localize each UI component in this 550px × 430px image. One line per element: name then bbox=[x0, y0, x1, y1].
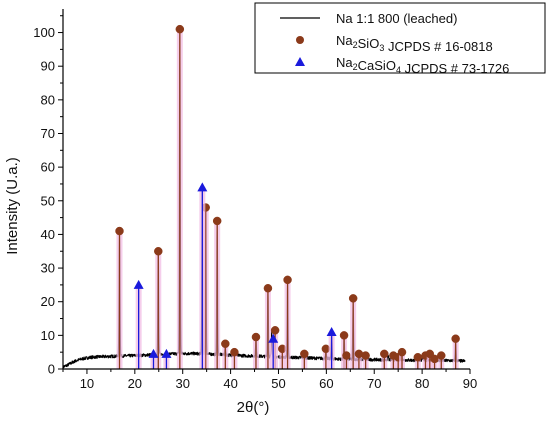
y-tick-label: 90 bbox=[41, 59, 55, 74]
legend-label: Na 1:1 800 (leached) bbox=[336, 11, 457, 26]
na2casio4-marker bbox=[268, 333, 279, 343]
y-tick-label: 10 bbox=[41, 328, 55, 343]
na2sio3-marker bbox=[451, 334, 460, 343]
na2sio3-marker bbox=[175, 24, 185, 34]
y-tick-label: 70 bbox=[41, 126, 55, 141]
na2sio3-marker bbox=[251, 332, 261, 342]
na2sio3-point bbox=[342, 351, 351, 369]
x-tick-label: 90 bbox=[463, 376, 477, 391]
na2sio3-point bbox=[251, 332, 261, 369]
na2sio3-marker bbox=[212, 216, 222, 226]
na2casio4-marker bbox=[161, 348, 172, 358]
na2sio3-point bbox=[354, 349, 364, 369]
legend-circle-swatch bbox=[296, 36, 304, 44]
legend: Na 1:1 800 (leached) Na2SiO3 JCPDS # 16-0… bbox=[254, 2, 546, 76]
na2sio3-point bbox=[175, 24, 185, 369]
na2sio3-marker bbox=[397, 347, 407, 357]
x-tick-label: 10 bbox=[80, 376, 94, 391]
na2sio3-point bbox=[212, 216, 222, 369]
na2casio4-marker bbox=[197, 182, 208, 192]
legend-triangle-swatch bbox=[295, 57, 305, 66]
na2casio4-point bbox=[148, 348, 159, 369]
na2sio3-point bbox=[397, 347, 407, 369]
na2sio3-point bbox=[348, 294, 358, 369]
legend-label: Na2SiO3 JCPDS # 16-0818 bbox=[336, 33, 493, 54]
na2sio3-marker bbox=[300, 349, 309, 359]
na2sio3-point bbox=[115, 226, 124, 369]
na2casio4-marker bbox=[148, 348, 159, 358]
x-axis-title: 2θ(°) bbox=[237, 399, 270, 416]
na2sio3-marker bbox=[413, 352, 423, 362]
na2sio3-marker bbox=[283, 275, 292, 285]
na2sio3-point bbox=[430, 354, 439, 369]
na2sio3-point bbox=[451, 334, 460, 369]
x-tick-label: 70 bbox=[367, 376, 381, 391]
na2sio3-marker bbox=[361, 351, 370, 360]
y-axis-title: Intensity (U.a.) bbox=[4, 157, 21, 255]
y-tick-label: 60 bbox=[41, 160, 55, 175]
na2sio3-point bbox=[413, 352, 423, 369]
na2sio3-point bbox=[154, 246, 163, 369]
x-tick-label: 20 bbox=[128, 376, 142, 391]
y-tick-label: 20 bbox=[41, 294, 55, 309]
na2casio4-point bbox=[161, 348, 172, 369]
na2sio3-marker bbox=[230, 347, 239, 357]
na2sio3-marker bbox=[263, 284, 273, 293]
na2sio3-marker bbox=[339, 331, 349, 340]
y-tick-label: 80 bbox=[41, 92, 55, 107]
na2sio3-point bbox=[283, 275, 292, 369]
na2sio3-marker bbox=[270, 326, 280, 335]
na2sio3-marker bbox=[115, 226, 124, 236]
na2sio3-point bbox=[230, 347, 239, 369]
y-tick-label: 50 bbox=[41, 193, 55, 208]
na2sio3-marker bbox=[437, 351, 446, 360]
y-tick-label: 100 bbox=[33, 25, 55, 40]
y-tick-label: 0 bbox=[48, 362, 55, 377]
na2sio3-point bbox=[300, 349, 309, 369]
x-tick-label: 40 bbox=[223, 376, 237, 391]
na2casio4-marker bbox=[326, 326, 337, 336]
na2casio4-point bbox=[268, 333, 279, 369]
x-tick-label: 80 bbox=[415, 376, 429, 391]
na2sio3-point bbox=[263, 284, 273, 369]
na2sio3-marker bbox=[342, 351, 351, 360]
na2sio3-marker bbox=[221, 339, 230, 349]
na2sio3-point bbox=[278, 344, 287, 369]
na2casio4-marker bbox=[133, 279, 144, 289]
na2casio4-point bbox=[133, 279, 144, 369]
x-tick-label: 30 bbox=[175, 376, 189, 391]
na2casio4-point bbox=[326, 326, 337, 369]
legend-label: Na2CaSiO4 JCPDS # 73-1726 bbox=[336, 55, 509, 76]
y-tick-label: 40 bbox=[41, 227, 55, 242]
y-tick-label: 30 bbox=[41, 261, 55, 276]
na2sio3-point bbox=[380, 349, 389, 369]
na2casio4-point bbox=[197, 182, 208, 369]
na2sio3-marker bbox=[348, 294, 358, 303]
na2sio3-point bbox=[437, 351, 446, 369]
plot-layer bbox=[62, 24, 466, 369]
na2sio3-marker bbox=[154, 246, 163, 256]
axes-layer: 10 20 30 40 50 60 70 80 90 0 10 20 30 40 50 60 70 80 90 100 bbox=[33, 9, 477, 391]
na2sio3-point bbox=[221, 339, 230, 369]
na2sio3-marker bbox=[380, 349, 389, 359]
x-tick-label: 60 bbox=[319, 376, 333, 391]
x-tick-label: 50 bbox=[271, 376, 285, 391]
na2sio3-point bbox=[361, 351, 370, 369]
